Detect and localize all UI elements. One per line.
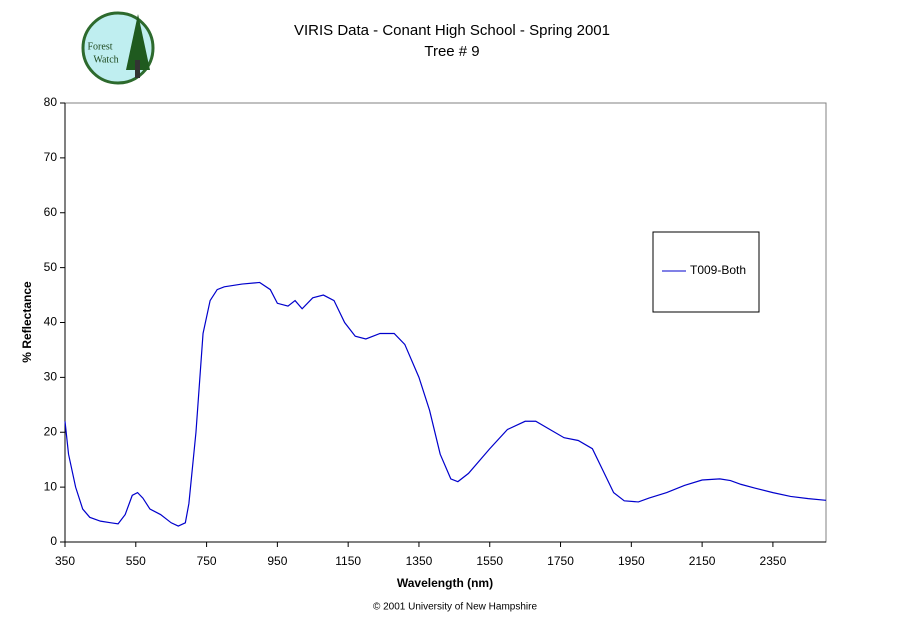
x-axis-title: Wavelength (nm) (397, 576, 493, 590)
x-tick-label: 1350 (406, 554, 433, 568)
y-tick-label: 50 (44, 260, 58, 274)
data-line (64, 281, 827, 527)
y-tick-label: 80 (44, 95, 58, 109)
logo-text: Forest (88, 41, 113, 52)
x-tick-label: 950 (267, 554, 287, 568)
x-tick-label: 2350 (760, 554, 787, 568)
legend-label: T009-Both (690, 263, 746, 277)
logo: Forest Watch (81, 11, 155, 85)
legend-box (652, 231, 760, 313)
logo-trunk (135, 60, 140, 78)
x-tick-label: 1950 (618, 554, 645, 568)
chart-subtitle: Tree # 9 (424, 43, 479, 60)
x-tick-label: 2150 (689, 554, 716, 568)
y-tick-label: 60 (44, 205, 58, 219)
y-tick-label: 70 (44, 150, 58, 164)
logo-tree (126, 14, 150, 70)
y-tick-label: 0 (50, 534, 57, 548)
y-axis-title: % Reflectance (20, 281, 34, 363)
chart-title: VIRIS Data - Conant High School - Spring… (294, 22, 610, 39)
plot-area (64, 102, 827, 543)
y-tick-label: 10 (44, 479, 58, 493)
y-tick-label: 40 (44, 315, 58, 329)
y-tick-label: 20 (44, 424, 58, 438)
x-tick-label: 550 (126, 554, 146, 568)
legend: T009-Both (652, 231, 760, 313)
x-tick-label: 1750 (547, 554, 574, 568)
logo-text: Watch (93, 54, 118, 65)
x-tick-label: 1550 (476, 554, 503, 568)
footer: © 2001 University of New Hampshire (373, 602, 538, 613)
y-tick-label: 30 (44, 370, 58, 384)
x-tick-label: 350 (55, 554, 75, 568)
x-tick-label: 1150 (335, 554, 361, 568)
x-tick-label: 750 (197, 554, 217, 568)
